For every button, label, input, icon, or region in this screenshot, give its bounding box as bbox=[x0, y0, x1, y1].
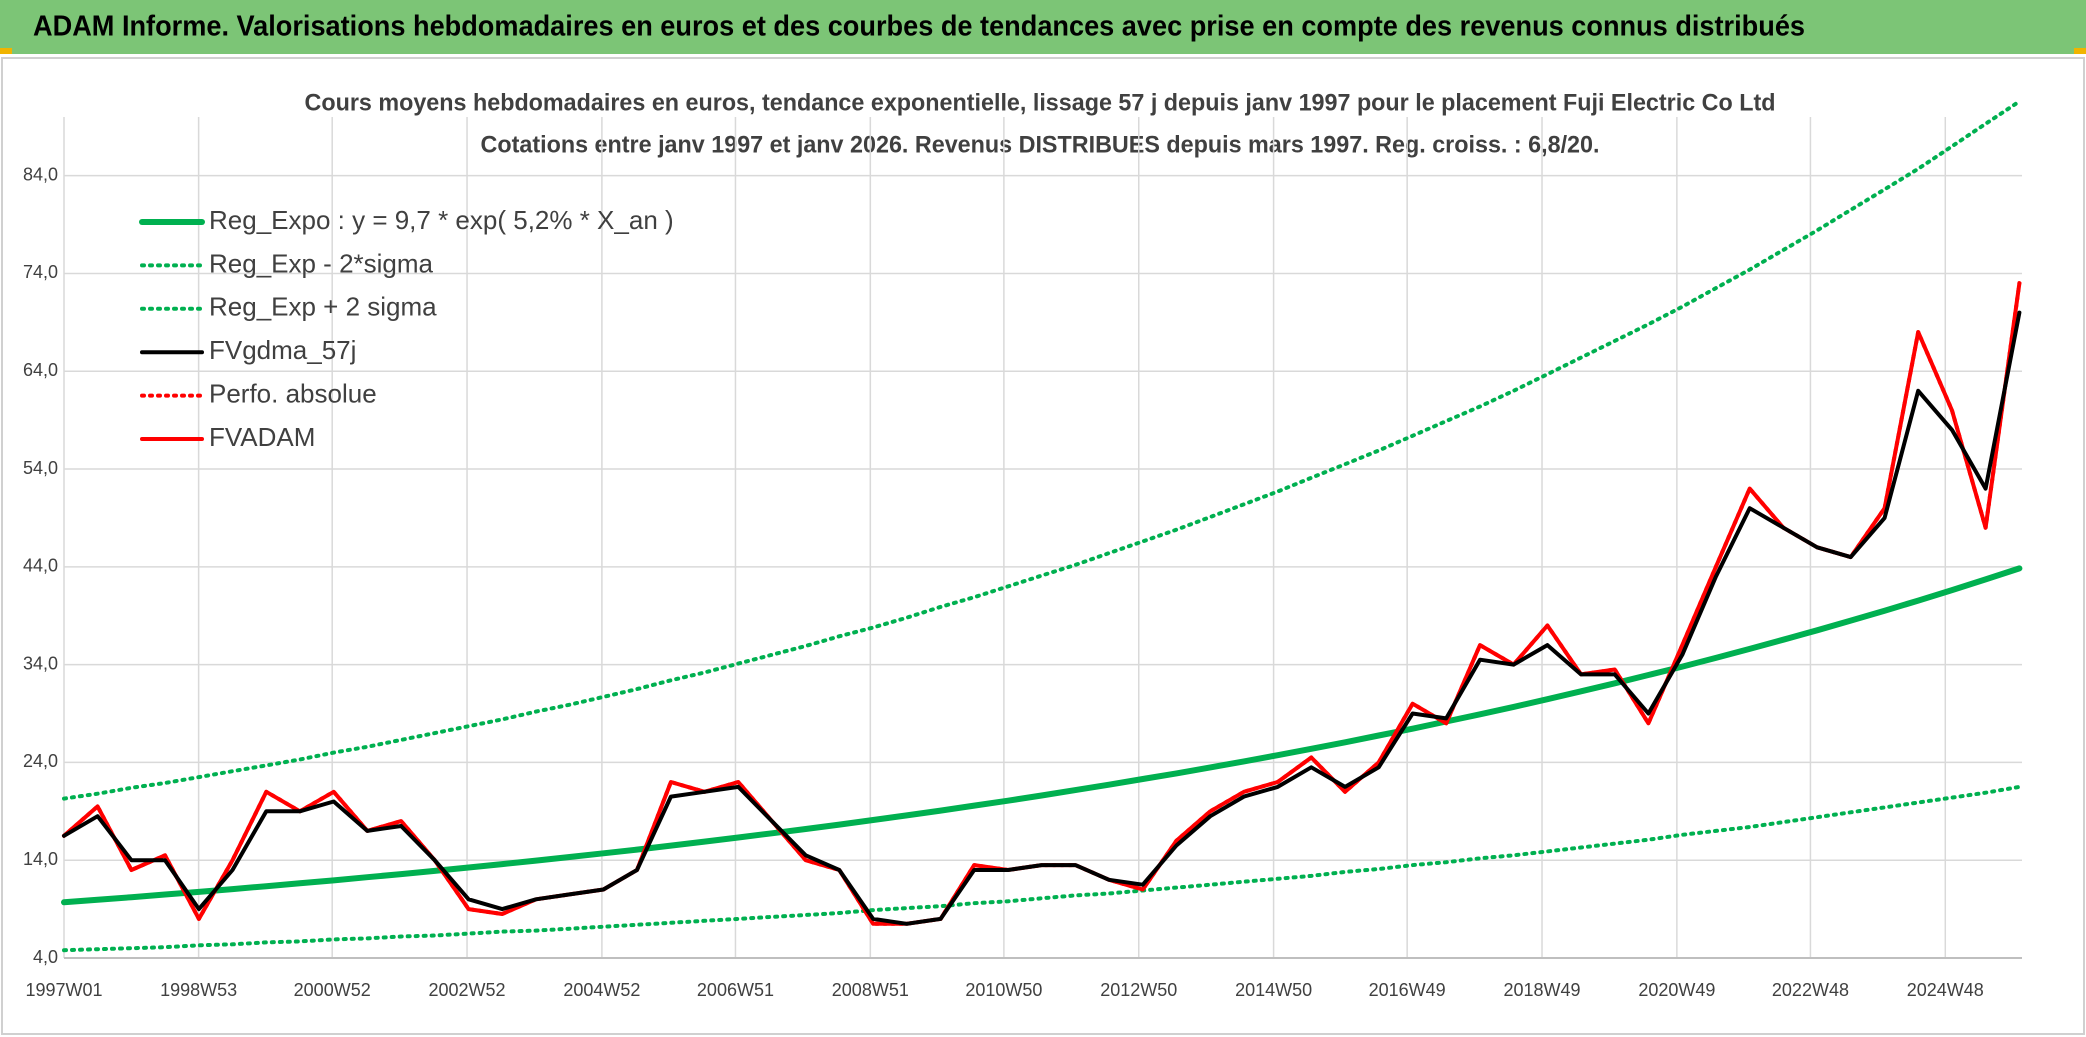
legend: Reg_Expo : y = 9,7 * exp( 5,2% * X_an ) R… bbox=[139, 205, 674, 452]
chart-title: Cours moyens hebdomadaires en euros, ten… bbox=[305, 89, 1776, 116]
x-tick-label: 2004W52 bbox=[563, 980, 640, 1000]
chart-frame bbox=[1, 57, 2085, 1035]
x-tick-label: 2022W48 bbox=[1772, 980, 1849, 1000]
y-tick-label: 14,0 bbox=[23, 849, 58, 869]
y-tick-label: 34,0 bbox=[23, 653, 58, 673]
x-tick-label: 2020W49 bbox=[1638, 980, 1715, 1000]
x-tick-label: 1997W01 bbox=[25, 980, 102, 1000]
x-tick-label: 2016W49 bbox=[1369, 980, 1446, 1000]
series-line bbox=[62, 784, 2022, 953]
y-tick-label: 4,0 bbox=[33, 947, 58, 967]
y-tick-label: 84,0 bbox=[23, 164, 58, 184]
plot bbox=[61, 99, 2023, 953]
header-bar bbox=[0, 0, 2086, 54]
x-tick-label: 1998W53 bbox=[160, 980, 237, 1000]
grid: 4,0 14,0 24,0 34,0 44,0 54,0 64,0 74,0 84,0 1997W… bbox=[23, 117, 2022, 1000]
x-tick-label: 2010W50 bbox=[965, 980, 1042, 1000]
x-tick-label: 2002W52 bbox=[429, 980, 506, 1000]
legend-label: Reg_Exp - 2*sigma bbox=[209, 248, 434, 278]
series-line bbox=[61, 565, 2023, 906]
x-tick-label: 2000W52 bbox=[294, 980, 371, 1000]
x-tick-label: 2024W48 bbox=[1907, 980, 1984, 1000]
series-line bbox=[62, 310, 2022, 926]
x-tick-label: 2008W51 bbox=[832, 980, 909, 1000]
header-title: ADAM Informe. Valorisations hebdomadaire… bbox=[33, 11, 1805, 43]
legend-label: Perfo. absolue bbox=[209, 378, 377, 408]
legend-label: FVADAM bbox=[209, 422, 315, 452]
x-tick-label: 2006W51 bbox=[697, 980, 774, 1000]
y-tick-label: 54,0 bbox=[23, 458, 58, 478]
x-tick-label: 2012W50 bbox=[1100, 980, 1177, 1000]
legend-label: Reg_Exp + 2 sigma bbox=[209, 292, 437, 322]
series-line bbox=[62, 99, 2022, 801]
legend-label: Reg_Expo : y = 9,7 * exp( 5,2% * X_an ) bbox=[209, 205, 674, 235]
x-tick-label: 2018W49 bbox=[1503, 980, 1580, 1000]
corner-mark bbox=[0, 48, 12, 54]
y-tick-label: 64,0 bbox=[23, 360, 58, 380]
corner-mark bbox=[2074, 48, 2086, 54]
y-tick-label: 74,0 bbox=[23, 262, 58, 282]
chart-subtitle: Cotations entre janv 1997 et janv 2026. … bbox=[481, 131, 1600, 158]
y-tick-label: 24,0 bbox=[23, 751, 58, 771]
x-tick-label: 2014W50 bbox=[1235, 980, 1312, 1000]
legend-label: FVgdma_57j bbox=[209, 335, 356, 365]
y-tick-label: 44,0 bbox=[23, 556, 58, 576]
